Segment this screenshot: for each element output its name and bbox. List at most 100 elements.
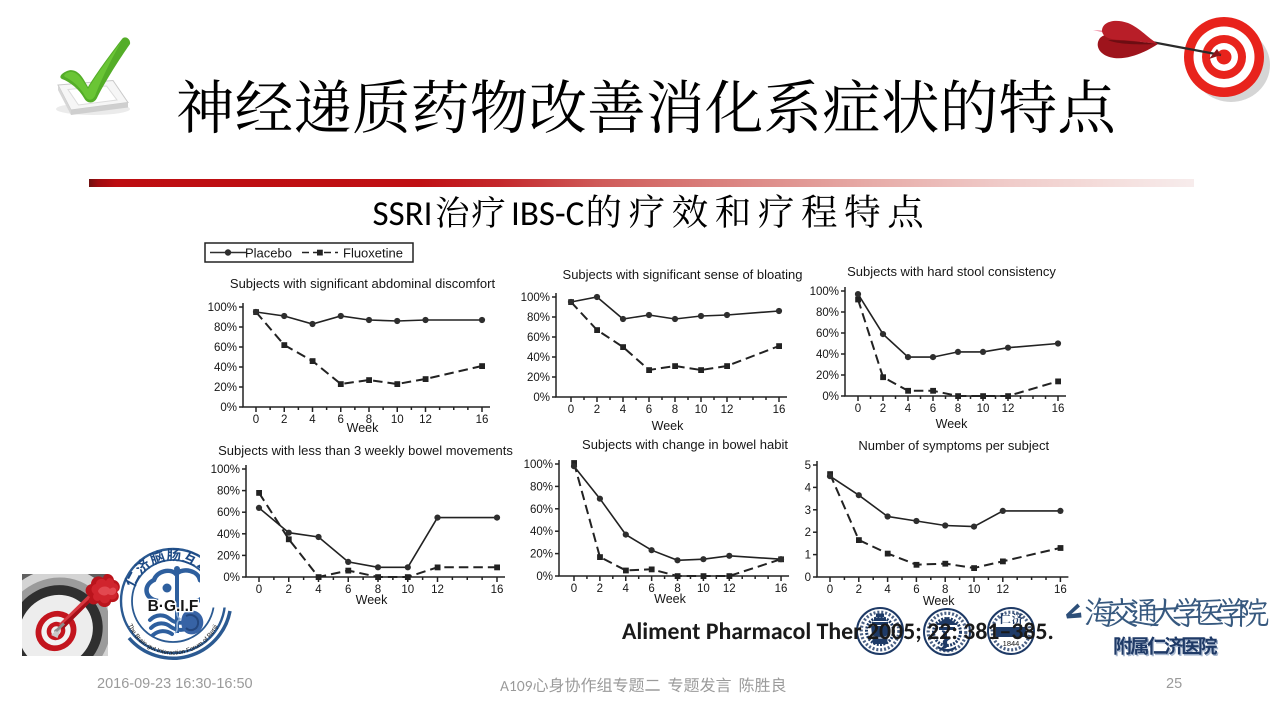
svg-text:10: 10 [977,403,990,415]
svg-text:80%: 80% [530,481,553,493]
svg-text:3: 3 [805,505,811,517]
svg-text:80%: 80% [816,307,839,319]
svg-text:10: 10 [401,584,414,596]
svg-text:2: 2 [597,583,603,595]
svg-text:1844: 1844 [1003,639,1020,648]
svg-text:0%: 0% [822,391,839,403]
svg-text:20%: 20% [217,550,240,562]
svg-text:0%: 0% [536,571,553,583]
svg-text:4: 4 [315,584,322,596]
svg-text:Week: Week [652,419,684,433]
svg-text:B·G.I.F: B·G.I.F [148,598,199,615]
svg-text:Week: Week [356,593,388,607]
svg-text:12: 12 [419,414,432,426]
svg-text:2: 2 [805,527,811,539]
svg-text:6: 6 [648,583,654,595]
svg-text:8: 8 [955,403,961,415]
svg-text:16: 16 [773,404,786,416]
svg-text:Placebo: Placebo [245,246,292,261]
svg-text:4: 4 [309,414,316,426]
svg-text:12: 12 [1002,403,1015,415]
svg-text:60%: 60% [214,342,237,354]
svg-text:Fluoxetine: Fluoxetine [343,246,403,261]
svg-text:16: 16 [775,583,788,595]
svg-text:6: 6 [345,584,351,596]
svg-text:Number of symptoms per subject: Number of symptoms per subject [858,438,1049,453]
svg-text:0%: 0% [533,392,550,404]
svg-text:20%: 20% [214,382,237,394]
svg-text:0: 0 [568,404,574,416]
svg-text:Week: Week [347,421,379,435]
svg-text:1: 1 [805,550,811,562]
svg-text:0: 0 [256,584,262,596]
svg-text:4: 4 [905,403,912,415]
svg-text:0: 0 [855,403,861,415]
svg-text:10: 10 [968,584,981,596]
svg-text:40%: 40% [214,362,237,374]
svg-text:8: 8 [366,414,372,426]
svg-text:100%: 100% [521,292,550,304]
svg-text:80%: 80% [527,312,550,324]
svg-text:8: 8 [942,584,948,596]
svg-text:0: 0 [571,583,577,595]
svg-text:40%: 40% [530,526,553,538]
svg-text:12: 12 [721,404,734,416]
svg-text:100%: 100% [211,464,240,476]
svg-text:0: 0 [253,414,259,426]
svg-text:60%: 60% [527,332,550,344]
svg-text:12: 12 [996,584,1009,596]
svg-text:100%: 100% [208,302,237,314]
svg-text:8: 8 [674,583,680,595]
svg-text:2: 2 [281,414,287,426]
svg-text:100%: 100% [524,459,553,471]
svg-text:16: 16 [1054,584,1067,596]
svg-text:0%: 0% [220,402,237,414]
svg-text:6: 6 [913,584,919,596]
svg-text:40%: 40% [816,349,839,361]
svg-text:10: 10 [391,414,404,426]
svg-text:40%: 40% [527,352,550,364]
svg-text:60%: 60% [816,328,839,340]
svg-text:4: 4 [805,482,812,494]
svg-text:Subjects with hard stool consi: Subjects with hard stool consistency [847,264,1056,279]
svg-text:40%: 40% [217,529,240,541]
svg-text:2: 2 [594,404,600,416]
svg-text:8: 8 [672,404,678,416]
svg-text:80%: 80% [217,486,240,498]
svg-text:4: 4 [623,583,630,595]
svg-text:Week: Week [654,592,686,606]
svg-text:5: 5 [805,460,811,472]
svg-text:20%: 20% [530,549,553,561]
svg-text:2: 2 [856,584,862,596]
svg-text:4: 4 [620,404,627,416]
svg-text:Subjects with significant abdo: Subjects with significant abdominal disc… [230,276,496,291]
svg-text:10: 10 [697,583,710,595]
svg-text:20%: 20% [816,370,839,382]
svg-text:0%: 0% [223,572,240,584]
svg-text:0: 0 [827,584,833,596]
svg-text:10: 10 [695,404,708,416]
svg-text:8: 8 [375,584,381,596]
svg-text:60%: 60% [530,504,553,516]
svg-text:12: 12 [723,583,736,595]
svg-text:Subjects with less than 3 week: Subjects with less than 3 weekly bowel m… [218,443,513,458]
svg-text:80%: 80% [214,322,237,334]
svg-text:Subjects with significant sens: Subjects with significant sense of bloat… [563,267,803,282]
svg-text:16: 16 [1052,403,1065,415]
svg-text:2: 2 [286,584,292,596]
svg-text:6: 6 [930,403,936,415]
svg-text:4: 4 [884,584,891,596]
svg-text:6: 6 [338,414,344,426]
svg-text:2: 2 [880,403,886,415]
svg-text:16: 16 [491,584,504,596]
svg-text:Subjects with change in bowel: Subjects with change in bowel habit [582,437,788,452]
svg-text:60%: 60% [217,507,240,519]
svg-text:Week: Week [923,594,955,608]
svg-text:Week: Week [936,417,968,431]
svg-text:16: 16 [476,414,489,426]
svg-text:0: 0 [805,572,811,584]
svg-text:6: 6 [646,404,652,416]
svg-text:100%: 100% [810,286,839,298]
svg-text:12: 12 [431,584,444,596]
svg-text:20%: 20% [527,372,550,384]
